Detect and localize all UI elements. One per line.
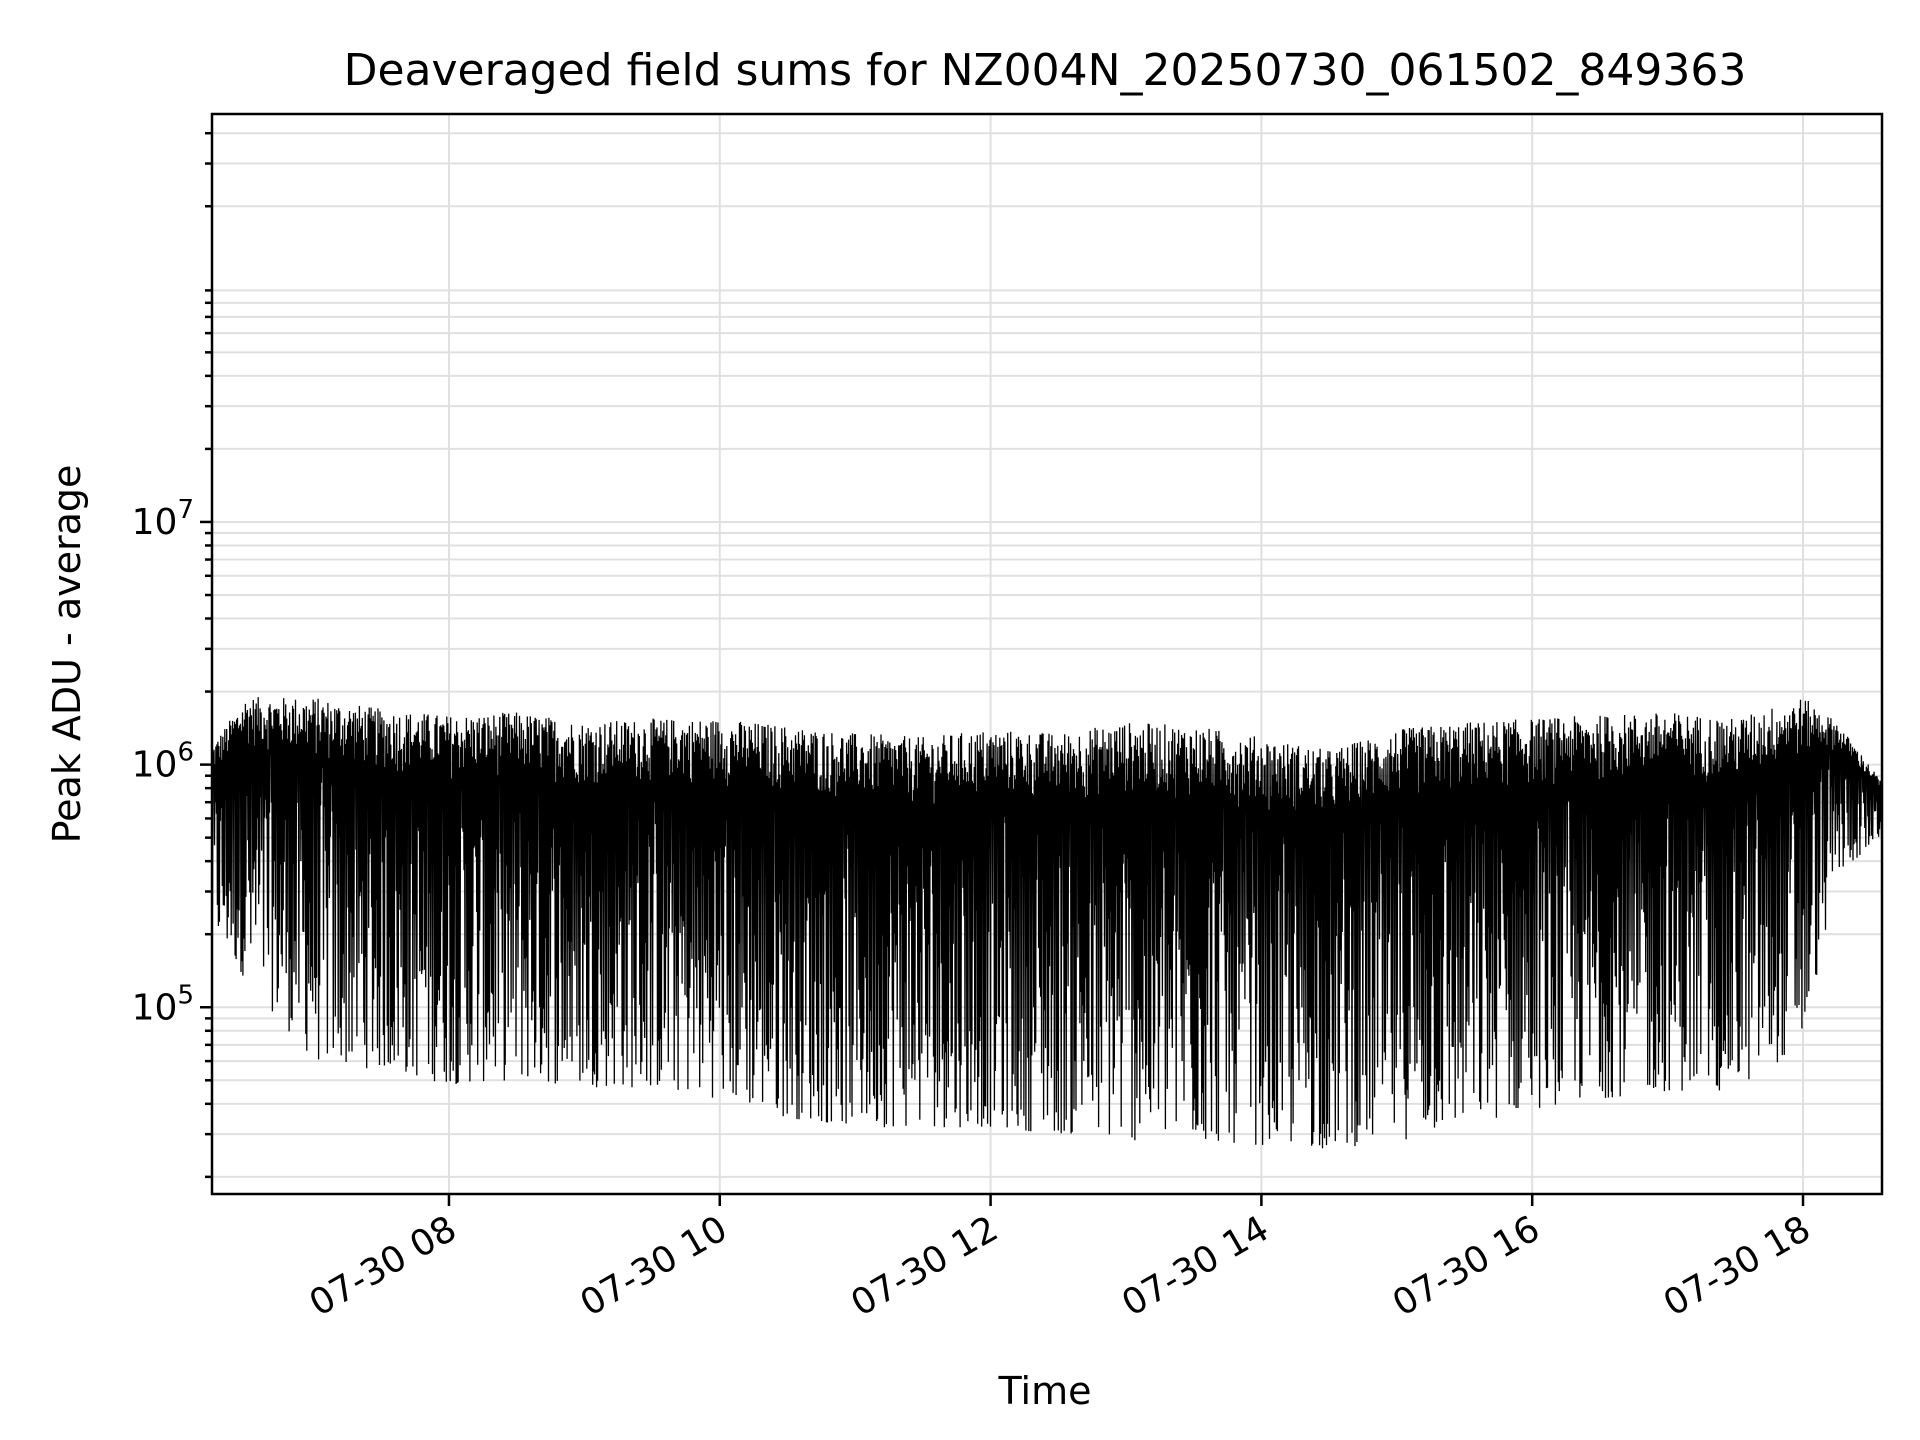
y-tick-label: 107	[132, 495, 194, 543]
y-tick-label-exponent: 5	[177, 980, 194, 1010]
x-tick-label: 07-30 12	[844, 1208, 1005, 1324]
series-line	[211, 697, 1883, 1149]
series-layer	[211, 697, 1883, 1149]
x-tick-label: 07-30 14	[1115, 1208, 1276, 1324]
x-tick-label: 07-30 16	[1386, 1208, 1547, 1324]
y-tick-label-base: 10	[132, 502, 178, 543]
y-tick-label: 106	[132, 738, 194, 786]
y-tick-label-exponent: 6	[177, 738, 194, 768]
x-tick-label: 07-30 10	[574, 1208, 735, 1324]
chart-title: Deaveraged field sums for NZ004N_2025073…	[344, 45, 1747, 96]
x-tick-label: 07-30 08	[303, 1208, 464, 1324]
x-axis: 07-30 08 07-30 10 07-30 12 07-30 14 07-30 16…	[303, 1194, 1818, 1325]
x-tick-label: 07-30 18	[1657, 1208, 1818, 1324]
x-axis-label: Time	[998, 1369, 1092, 1413]
y-tick-label-base: 10	[132, 745, 178, 786]
y-tick-label-exponent: 7	[177, 495, 194, 525]
y-axis-label: Peak ADU - average	[45, 465, 89, 844]
plot-frame	[210, 112, 1884, 1196]
y-tick-label-base: 10	[132, 987, 178, 1028]
y-tick-label: 105	[132, 980, 194, 1028]
